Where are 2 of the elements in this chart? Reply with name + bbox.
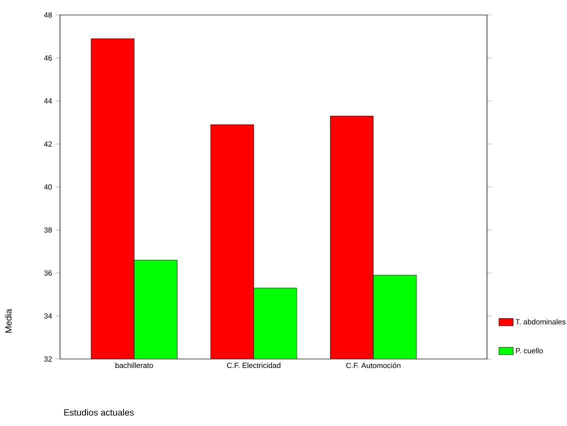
- x-axis-title: Estudios actuales: [64, 409, 134, 416]
- y-axis-title: Media: [5, 308, 12, 333]
